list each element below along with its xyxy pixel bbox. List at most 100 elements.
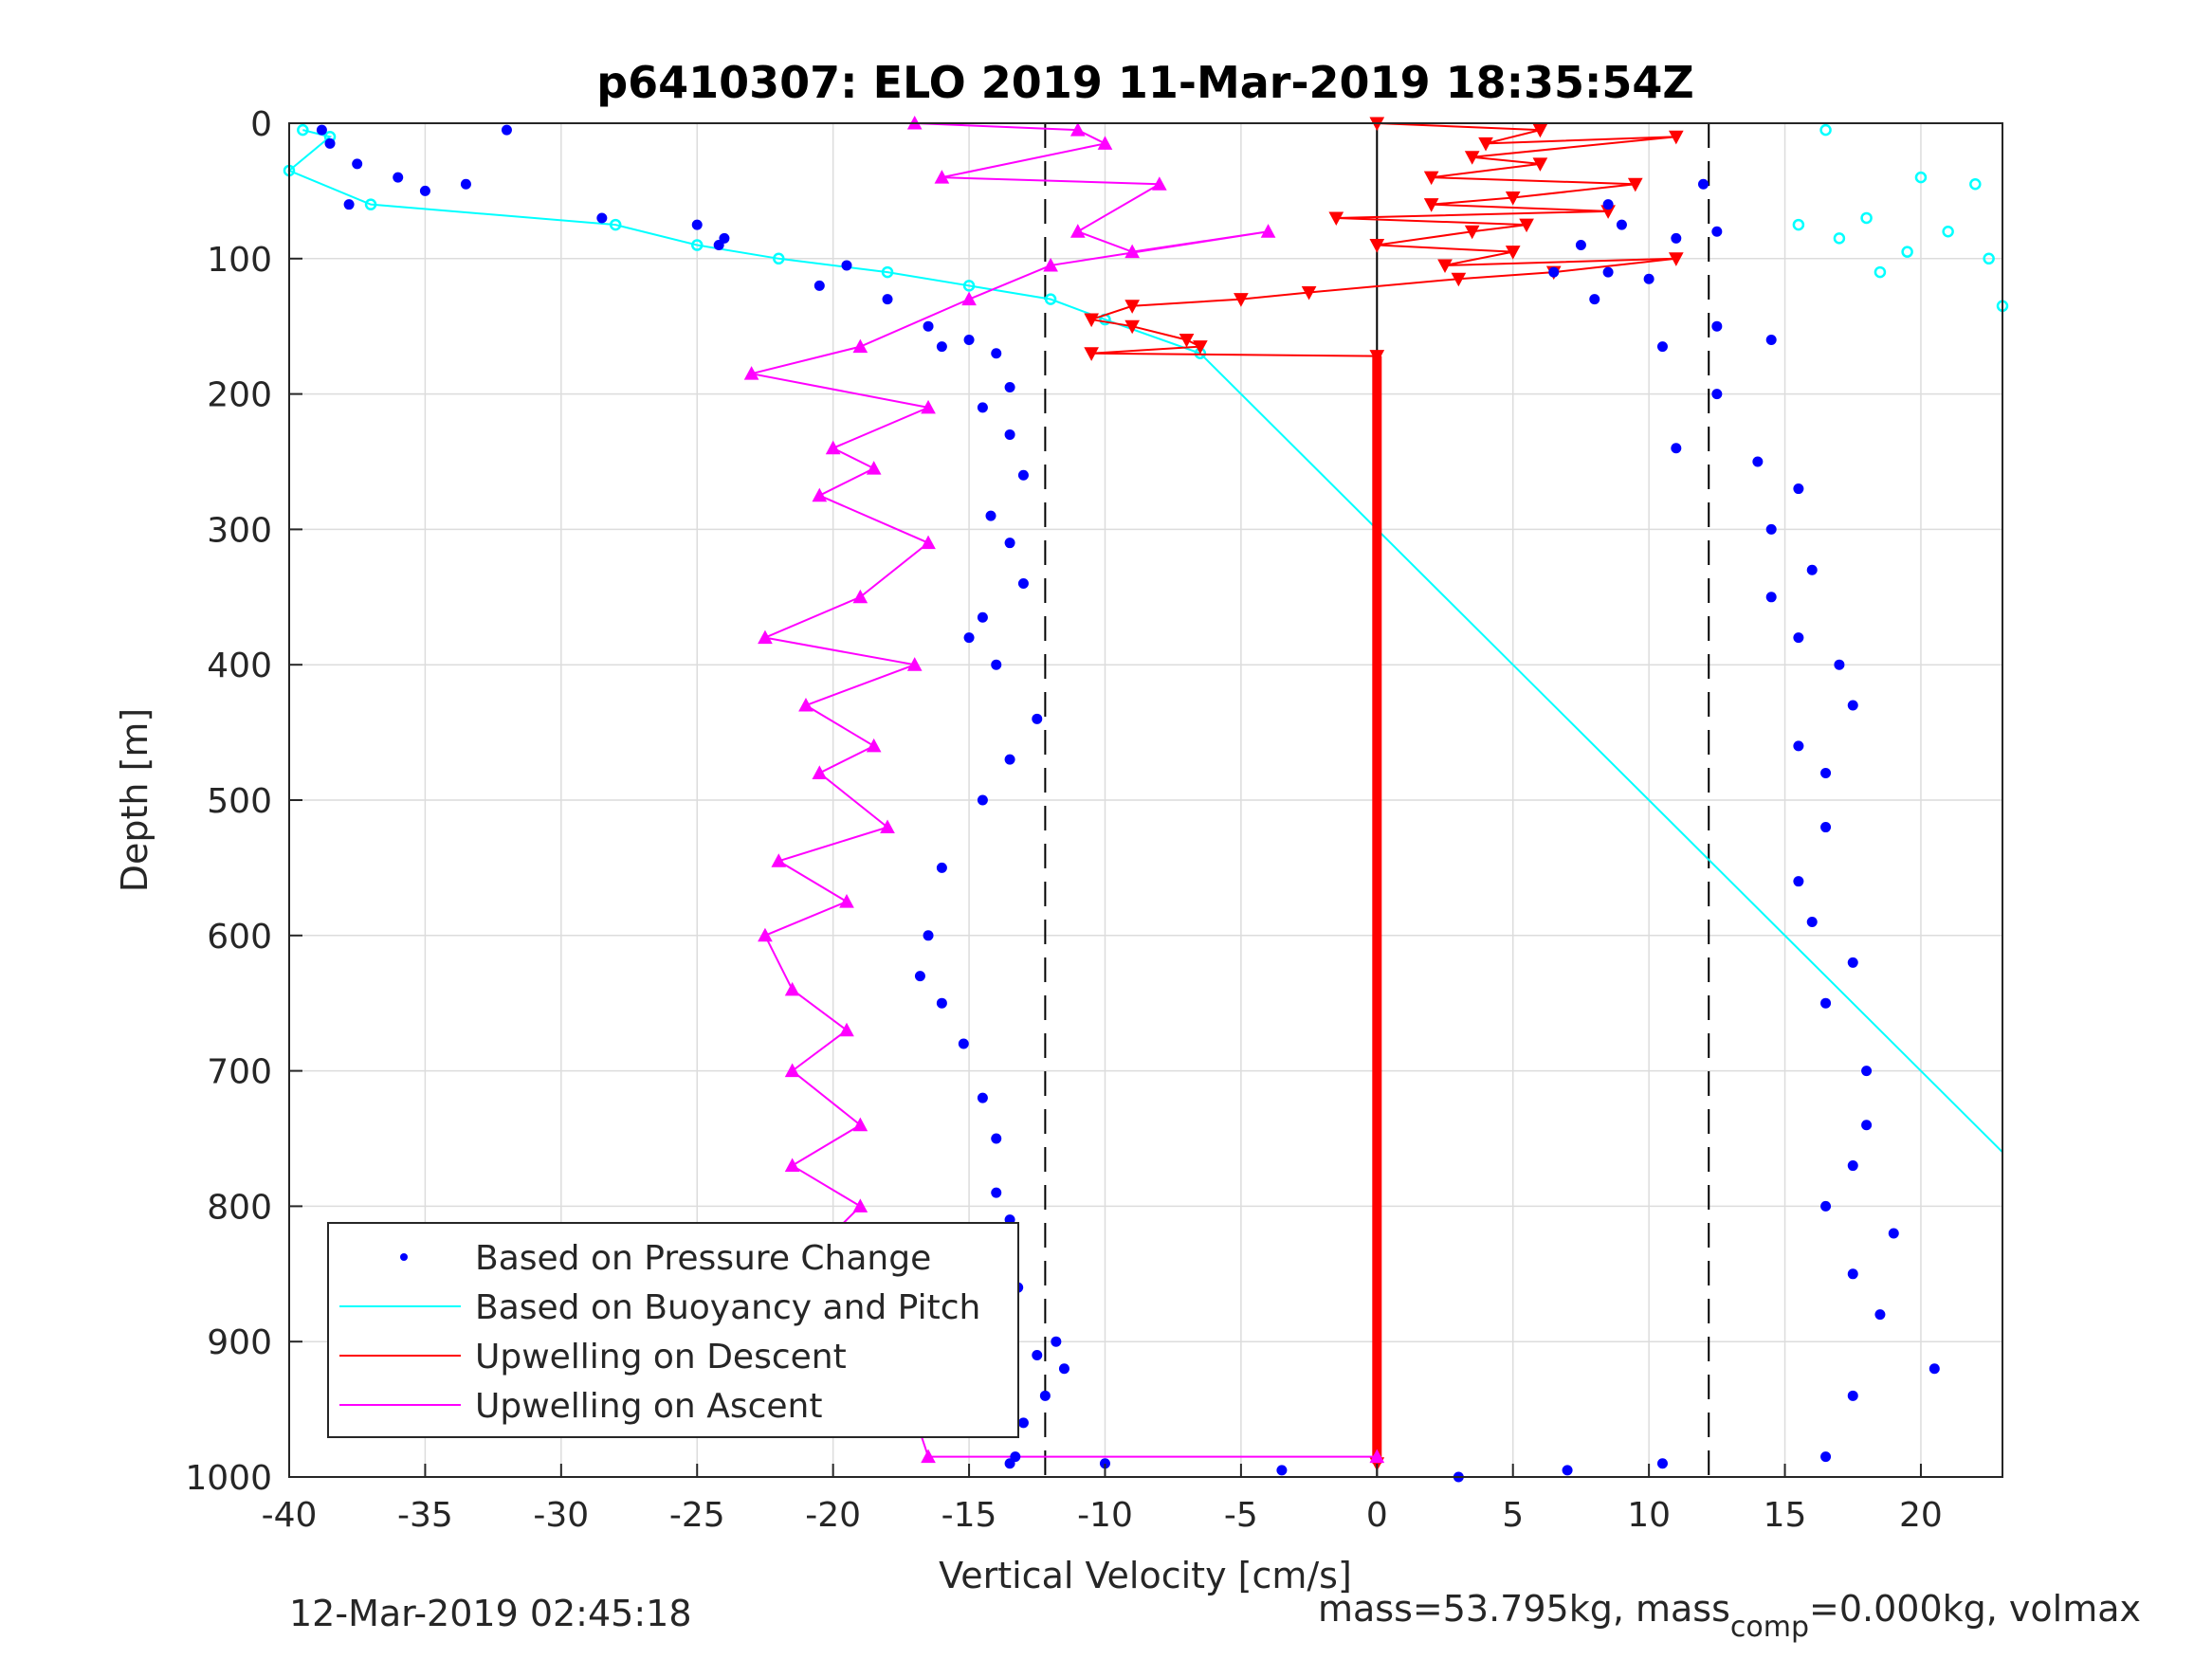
descent-point [1124, 319, 1140, 335]
pressure-point [1058, 1363, 1069, 1375]
buoyancy-point [1983, 252, 1995, 265]
ascent-point [921, 535, 936, 550]
pressure-point [501, 124, 512, 136]
descent-point [1234, 293, 1249, 307]
pressure-point [324, 137, 336, 149]
descent-point [1532, 123, 1548, 138]
legend-box [327, 1222, 1019, 1438]
ascent-point [784, 1158, 800, 1173]
pressure-point [1004, 428, 1015, 440]
ascent-point [784, 981, 800, 996]
axis-ticks: -40 -35 -30 -25 -20 -15 -10 -5 0 5 10 15 20010020030… [185, 105, 1942, 1535]
x-tick-label: -5 [1224, 1496, 1258, 1535]
legend-entry-label: Based on Buoyancy and Pitch [475, 1288, 980, 1327]
y-tick-label: 700 [207, 1053, 272, 1092]
pressure-point [1765, 592, 1777, 603]
descent-point [1084, 313, 1099, 328]
pressure-point [841, 260, 852, 271]
pressure-point [1806, 564, 1818, 575]
pressure-point [923, 930, 934, 941]
descent-point [1301, 286, 1317, 301]
buoyancy-point [1860, 211, 1873, 225]
descent-point [1124, 300, 1140, 314]
x-tick-label: 10 [1627, 1496, 1671, 1535]
legend: Based on Pressure Change Based on Buoyanc… [327, 1222, 1019, 1438]
ascent-point [839, 894, 854, 908]
descent-point [1423, 171, 1439, 186]
ascent-point [758, 927, 773, 942]
pressure-point [977, 611, 988, 623]
pressure-point [936, 341, 947, 353]
x-tick-label: -25 [669, 1496, 725, 1535]
pressure-point [1765, 523, 1777, 535]
pressure-point [1711, 389, 1723, 400]
ascent-point [1260, 224, 1276, 238]
x-tick-label: -30 [533, 1496, 589, 1535]
pressure-point [1656, 341, 1668, 353]
pressure-point [1793, 632, 1804, 644]
x-tick-label: 15 [1764, 1496, 1807, 1535]
x-tick-label: -35 [397, 1496, 453, 1535]
pressure-point [1004, 754, 1015, 765]
pressure-point [1847, 700, 1858, 711]
pressure-point [1602, 266, 1614, 278]
ascent-point [961, 291, 977, 306]
ascent-point [934, 170, 950, 184]
ascent-point [921, 1449, 936, 1464]
buoyancy-point [1833, 232, 1846, 245]
y-tick-label: 900 [207, 1323, 272, 1362]
pressure-point [1861, 1066, 1873, 1077]
pressure-point [1575, 240, 1586, 251]
pressure-point [1004, 538, 1015, 549]
x-tick-label: 0 [1366, 1496, 1388, 1535]
pressure-point [1548, 266, 1560, 278]
pressure-point [596, 212, 608, 224]
ascent-point [852, 589, 868, 604]
pressure-point [1671, 232, 1682, 244]
pressure-point [1711, 226, 1723, 237]
legend-entry-label: Based on Pressure Change [475, 1239, 931, 1278]
descent-point [1627, 177, 1643, 192]
ascent-point [1152, 176, 1167, 191]
pressure-point [977, 1092, 988, 1103]
pressure-point [1847, 957, 1858, 968]
footer-mass-suffix: =0.000kg, volmax [1809, 1588, 2141, 1630]
descent-point [1505, 191, 1521, 206]
x-axis-label: Vertical Velocity [cm/s] [939, 1555, 1352, 1596]
pressure-point [1004, 1458, 1015, 1469]
pressure-point [985, 510, 996, 521]
pressure-point [343, 199, 355, 210]
pressure-point [1711, 320, 1723, 332]
ascent-point [852, 1117, 868, 1132]
ascent-point [798, 697, 814, 712]
pressure-point [1017, 469, 1029, 481]
pressure-point [460, 178, 471, 190]
ascent-point [880, 819, 895, 834]
pressure-point [352, 158, 363, 170]
footer-mass-info: mass=53.795kg, masscomp=0.000kg, volmax [1318, 1588, 2141, 1644]
pressure-point [316, 124, 327, 136]
descent-point [1464, 151, 1480, 165]
pressure-point [1656, 1458, 1668, 1469]
pressure-point [1847, 1268, 1858, 1280]
buoyancy-point [297, 123, 309, 137]
buoyancy-point [609, 218, 622, 231]
legend-entry-label: Upwelling on Descent [475, 1338, 847, 1376]
pressure-point [1697, 178, 1709, 190]
descent-point [1328, 211, 1344, 227]
y-axis-label: Depth [m] [114, 708, 155, 893]
pressure-point [1834, 659, 1845, 670]
pressure-point [1017, 578, 1029, 590]
pressure-point [1276, 1465, 1288, 1476]
buoyancy-point [1969, 178, 1982, 191]
pressure-point [1820, 997, 1832, 1009]
buoyancy-point [1792, 218, 1805, 231]
buoyancy-point [881, 265, 894, 279]
pressure-point [936, 862, 947, 873]
descent-point [1668, 130, 1684, 145]
ascent-point [784, 1063, 800, 1078]
y-tick-label: 0 [250, 105, 272, 144]
y-tick-label: 600 [207, 918, 272, 957]
buoyancy-point [773, 252, 785, 265]
